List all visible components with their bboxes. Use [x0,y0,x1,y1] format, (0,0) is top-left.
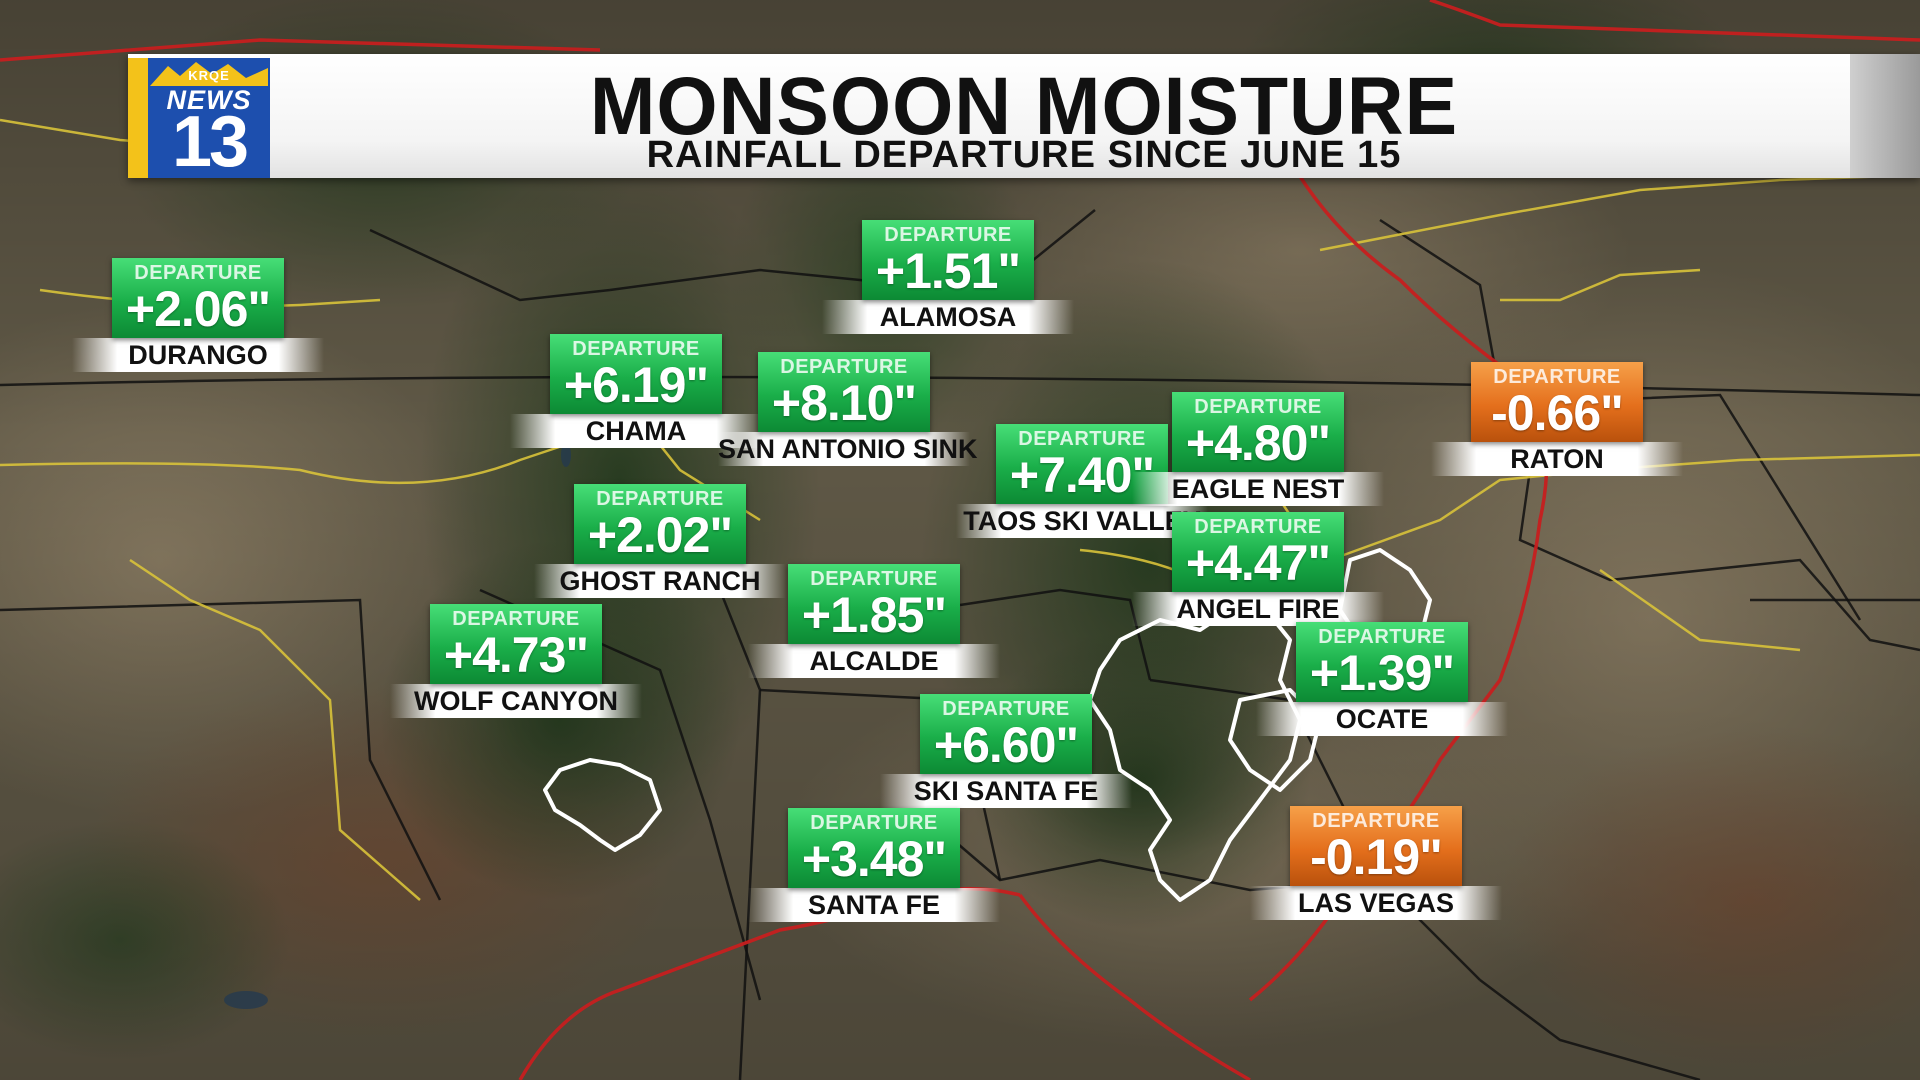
logo-channel: 13 [171,102,249,182]
banner-edge [1850,54,1920,178]
logo-yellow-strip [128,58,148,178]
logo-callsign: KRQE [188,68,230,83]
title-banner: MONSOON MOISTURE RAINFALL DEPARTURE SINC… [128,54,1920,178]
logo-brand: NEWS [166,85,252,115]
mountain-icon [150,62,268,86]
krqe-news-13-logo: KRQE NEWS 13 [128,58,270,178]
page-subtitle: RAINFALL DEPARTURE SINCE JUNE 15 [646,134,1402,176]
page-title: MONSOON MOISTURE [589,61,1459,152]
